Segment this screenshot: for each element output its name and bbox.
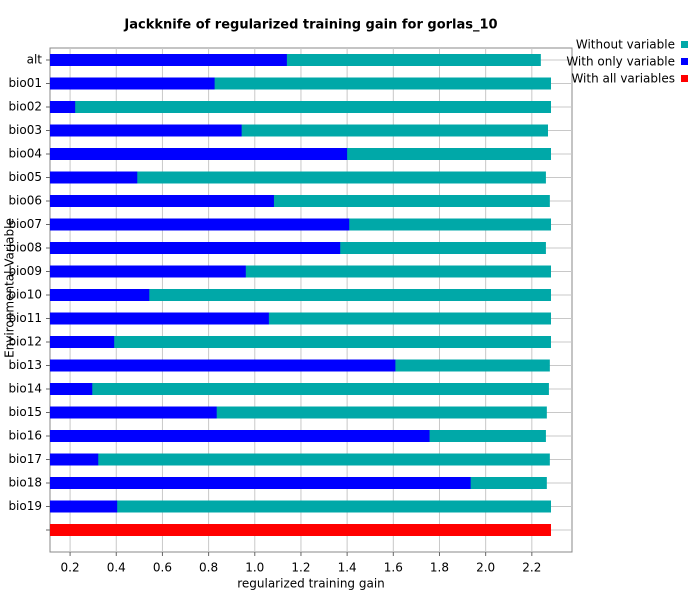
y-tick-label: bio08	[8, 241, 42, 255]
x-tick-label: 1.6	[384, 561, 403, 575]
x-tick-label: 1.8	[430, 561, 449, 575]
bar	[50, 195, 274, 207]
bar	[50, 171, 546, 184]
bar	[50, 312, 269, 325]
bar	[50, 453, 99, 466]
bar	[50, 406, 217, 419]
bar	[50, 289, 551, 301]
y-tick-label: bio16	[8, 429, 42, 443]
y-tick-label: bio02	[8, 100, 42, 114]
x-tick-label: 1.0	[245, 561, 264, 575]
y-tick-label: alt	[27, 53, 43, 67]
x-tick-label: 0.2	[61, 561, 80, 575]
bar	[50, 218, 350, 231]
bar	[50, 383, 549, 395]
x-tick-label: 0.8	[199, 561, 218, 575]
x-tick-label: 1.4	[338, 561, 357, 575]
bar	[50, 124, 242, 137]
y-tick-label: bio19	[8, 499, 42, 513]
bar	[50, 500, 118, 513]
chart-title: Jackknife of regularized training gain f…	[123, 18, 497, 33]
y-tick-label: bio05	[8, 170, 42, 184]
y-axis-label: Environmental Variable	[3, 218, 17, 358]
legend-label: With all variables	[571, 72, 675, 86]
x-tick-label: 0.6	[153, 561, 172, 575]
bar	[50, 265, 246, 278]
bar	[50, 336, 551, 348]
x-tick-label: 2.0	[476, 561, 495, 575]
bar	[50, 289, 150, 301]
bar	[50, 242, 341, 254]
legend-swatch	[681, 41, 688, 48]
y-tick-label: bio09	[8, 264, 42, 278]
y-tick-label: bio11	[8, 311, 42, 325]
bar	[50, 359, 396, 372]
y-tick-label: bio15	[8, 405, 42, 419]
bar	[50, 77, 215, 90]
legend-swatch	[681, 58, 688, 65]
x-tick-label: 1.2	[291, 561, 310, 575]
legend-swatch	[681, 75, 688, 82]
y-tick-label: bio03	[8, 123, 42, 137]
legend-label: Without variable	[576, 38, 675, 52]
legend-label: With only variable	[566, 55, 675, 69]
bar	[50, 148, 348, 160]
y-tick-label: bio06	[8, 194, 42, 208]
x-tick-label: 2.2	[522, 561, 541, 575]
y-tick-label: bio04	[8, 147, 42, 161]
bar	[50, 500, 551, 513]
bar	[50, 336, 115, 348]
bar	[50, 477, 471, 489]
y-tick-label: bio14	[8, 382, 42, 396]
bar	[50, 453, 550, 466]
y-tick-label: bio12	[8, 335, 42, 349]
y-tick-label: bio18	[8, 476, 42, 490]
bar	[50, 430, 430, 442]
x-axis-label: regularized training gain	[237, 577, 385, 591]
bar	[50, 101, 551, 113]
bar	[50, 171, 138, 184]
x-tick-label: 0.4	[107, 561, 126, 575]
bar	[50, 383, 93, 395]
y-tick-label: bio13	[8, 358, 42, 372]
y-tick-label: bio01	[8, 76, 42, 90]
bar	[50, 524, 551, 536]
y-tick-label: bio17	[8, 452, 42, 466]
y-tick-label: bio07	[8, 217, 42, 231]
bar	[50, 54, 287, 66]
bar	[50, 101, 76, 113]
y-tick-label: bio10	[8, 288, 42, 302]
